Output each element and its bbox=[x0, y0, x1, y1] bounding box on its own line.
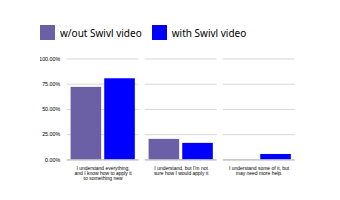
svg-text:0.00%: 0.00% bbox=[45, 157, 60, 163]
svg-text:100.00%: 100.00% bbox=[40, 56, 61, 62]
svg-text:I understand everything,and I: I understand everything,and I know how t… bbox=[74, 166, 132, 181]
svg-text:75.00%: 75.00% bbox=[42, 81, 60, 87]
svg-text:I understand, but I'm notsure: I understand, but I'm notsure how I woul… bbox=[154, 166, 209, 176]
svg-text:25.00%: 25.00% bbox=[42, 131, 60, 137]
svg-text:50.00%: 50.00% bbox=[42, 106, 60, 112]
html-text:with Swivl video: with Swivl video bbox=[171, 25, 247, 40]
svg-text:I understand some of it, butma: I understand some of it, butmay need mor… bbox=[229, 166, 290, 176]
html-text:w/out Swivl video: w/out Swivl video bbox=[60, 25, 142, 40]
